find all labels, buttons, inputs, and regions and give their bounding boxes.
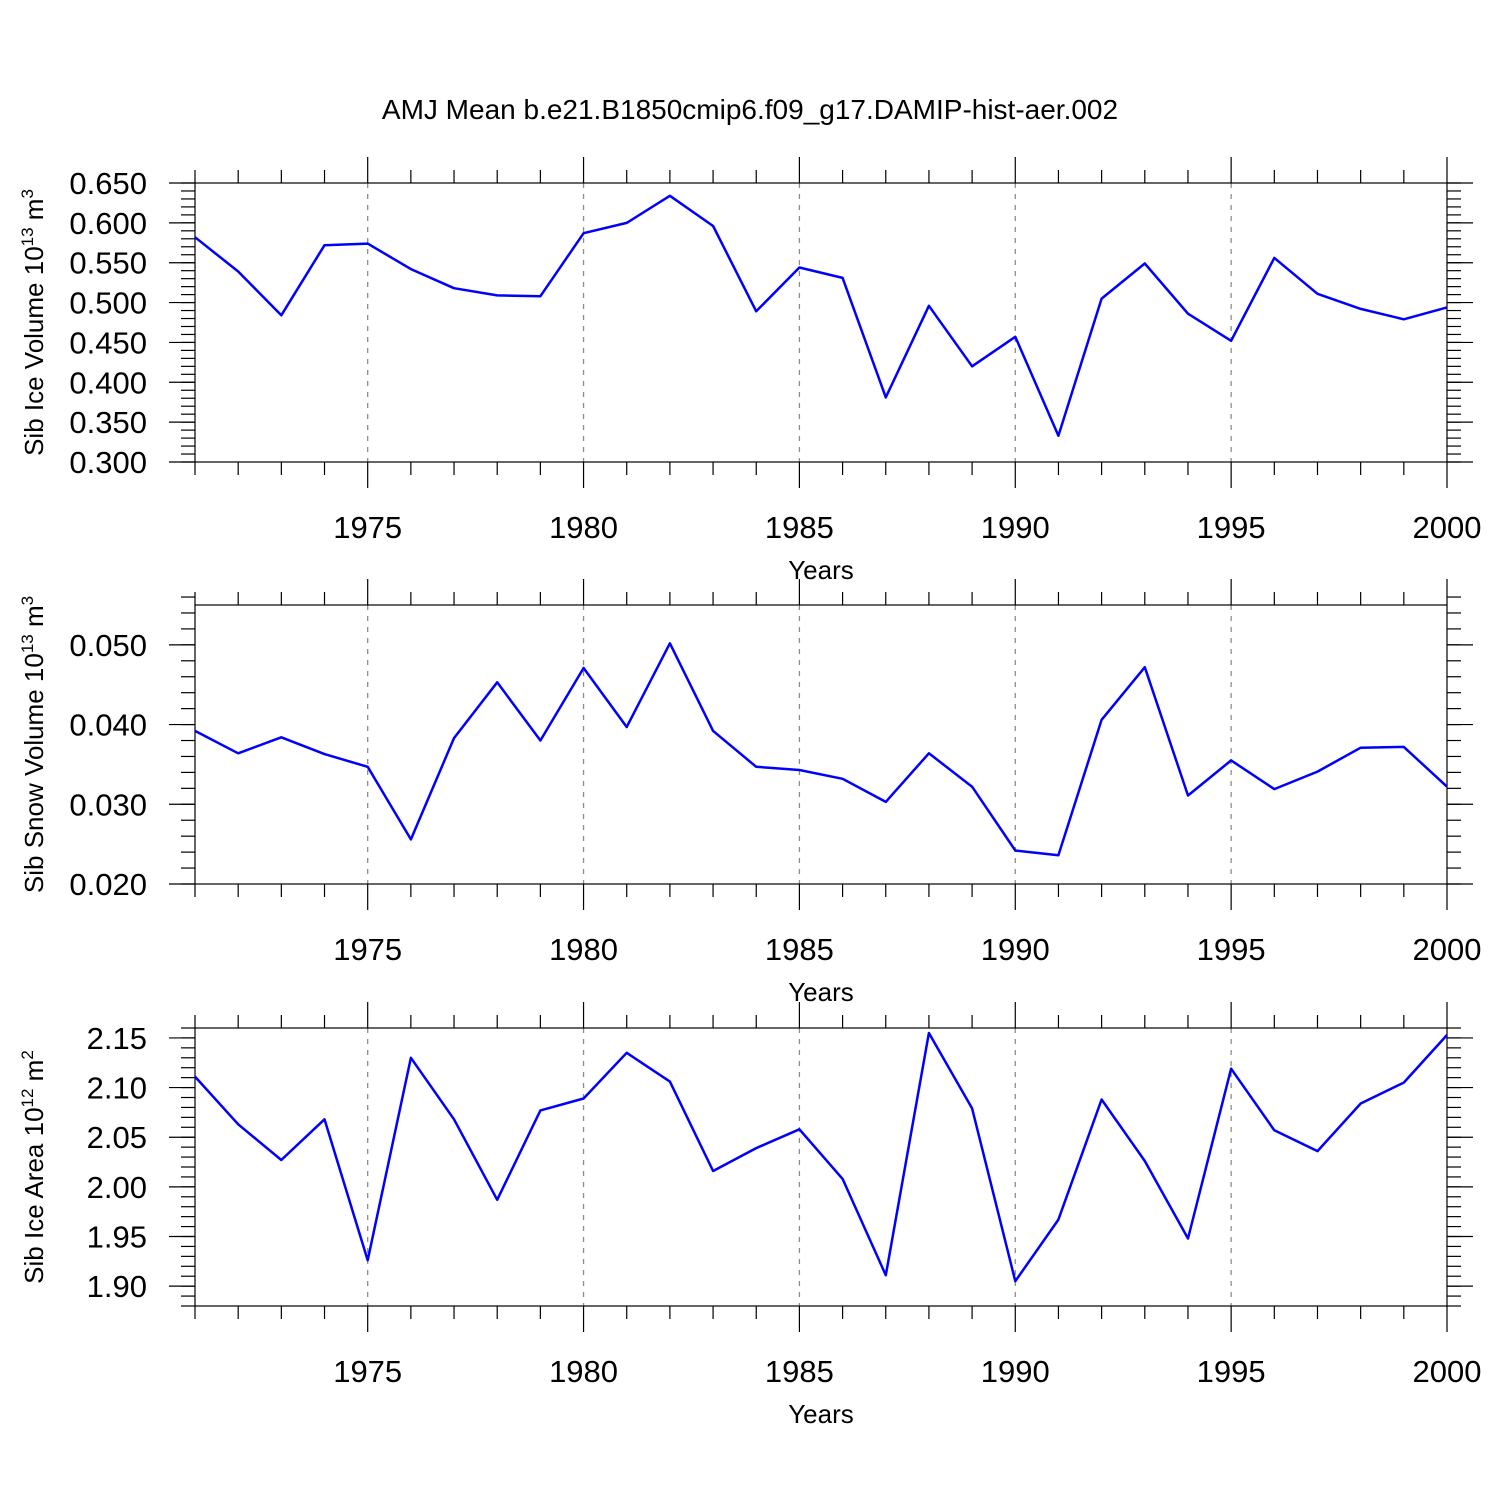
y-tick-label: 0.040: [69, 708, 147, 743]
y-tick-label: 0.500: [69, 286, 147, 321]
x-tick-label: 1985: [765, 932, 834, 967]
x-tick-label: 1985: [765, 1354, 834, 1389]
x-axis-label: Years: [788, 555, 854, 585]
y-tick-label: 0.350: [69, 405, 147, 440]
figure-title: AMJ Mean b.e21.B1850cmip6.f09_g17.DAMIP-…: [382, 94, 1118, 125]
x-tick-label: 2000: [1413, 932, 1482, 967]
x-tick-label: 1980: [549, 932, 618, 967]
y-tick-label: 2.05: [87, 1120, 147, 1155]
plot-frame: [194, 182, 1448, 463]
series-line: [194, 642, 1448, 857]
x-tick-label: 1975: [333, 1354, 402, 1389]
x-tick-label: 1975: [333, 510, 402, 545]
x-axis-label: Years: [788, 977, 854, 1007]
y-tick-label: 2.15: [87, 1021, 147, 1056]
x-axis-label: Years: [788, 1399, 854, 1429]
x-tick-label: 2000: [1413, 510, 1482, 545]
x-tick-label: 1995: [1197, 1354, 1266, 1389]
y-axis-label: Sib Ice Area 1012 m2: [18, 1050, 49, 1284]
y-tick-label: 2.00: [87, 1170, 147, 1205]
y-tick-label: 0.450: [69, 325, 147, 360]
panel-3: 1975 1980 1985 1990 1995 2000 1.90 1.95 2.00 2.05…: [18, 1002, 1481, 1429]
panel-2: 1975 1980 1985 1990 1995 2000 0.020 0.030 0.040 0…: [18, 579, 1481, 1007]
y-axis-label: Sib Ice Volume 1013 m3: [18, 189, 49, 456]
y-tick-label: 0.400: [69, 365, 147, 400]
y-tick-label: 0.050: [69, 628, 147, 663]
x-tick-label: 1990: [981, 1354, 1050, 1389]
x-tick-label: 1980: [549, 1354, 618, 1389]
plot-frame: [194, 1027, 1448, 1307]
y-tick-label: 0.650: [69, 166, 147, 201]
x-tick-label: 2000: [1413, 1354, 1482, 1389]
y-tick-label: 2.10: [87, 1071, 147, 1106]
x-tick-label: 1985: [765, 510, 834, 545]
y-tick-label: 1.95: [87, 1220, 147, 1255]
x-tick-label: 1990: [981, 510, 1050, 545]
series-line: [194, 194, 1448, 437]
y-tick-label: 0.550: [69, 246, 147, 281]
y-tick-label: 0.020: [69, 867, 147, 902]
y-tick-label: 0.030: [69, 787, 147, 822]
plot-frame: [194, 604, 1448, 885]
y-tick-label: 1.90: [87, 1269, 147, 1304]
x-tick-label: 1980: [549, 510, 618, 545]
y-tick-label: 0.300: [69, 445, 147, 480]
panel-1: 1975 1980 1985 1990 1995 2000 0.300 0.350 0.400 0…: [18, 157, 1481, 585]
y-axis-label: Sib Snow Volume 1013 m3: [18, 596, 49, 893]
x-tick-label: 1990: [981, 932, 1050, 967]
series-line: [194, 1031, 1448, 1283]
y-tick-label: 0.600: [69, 206, 147, 241]
x-tick-label: 1975: [333, 932, 402, 967]
x-tick-label: 1995: [1197, 932, 1266, 967]
x-tick-label: 1995: [1197, 510, 1266, 545]
